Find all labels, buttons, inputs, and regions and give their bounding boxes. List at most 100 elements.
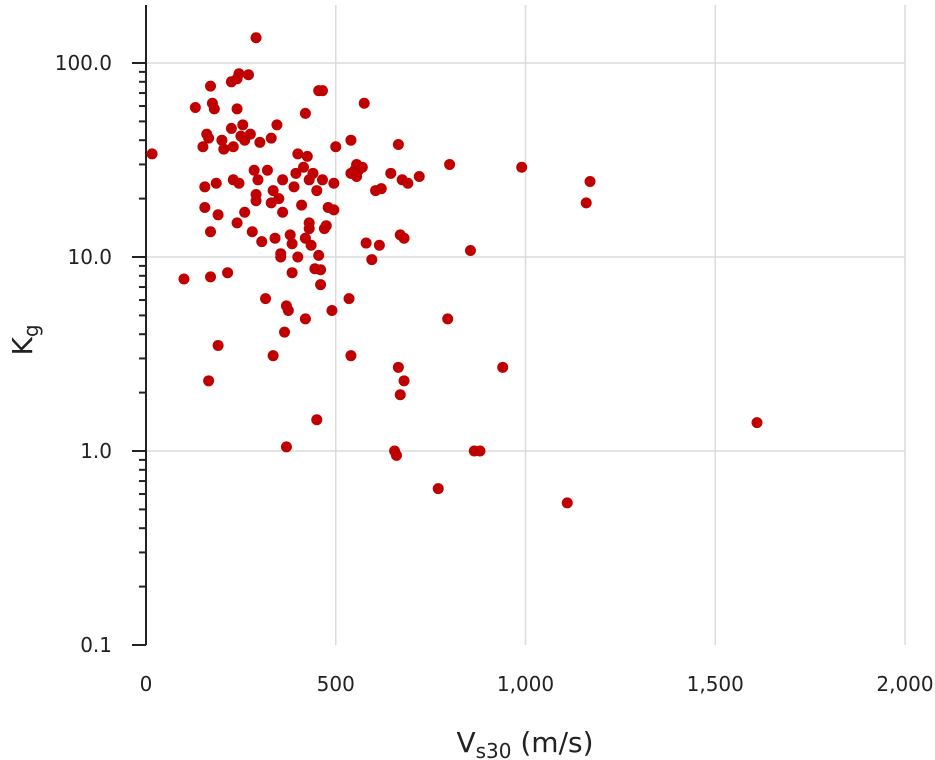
data-point bbox=[398, 375, 410, 387]
data-point bbox=[267, 185, 279, 197]
y-tick-label: 100.0 bbox=[55, 51, 112, 75]
data-point bbox=[356, 161, 368, 173]
data-point bbox=[254, 136, 266, 148]
data-point bbox=[203, 375, 215, 387]
data-point bbox=[442, 313, 454, 325]
data-point bbox=[210, 177, 222, 189]
data-point bbox=[292, 148, 304, 160]
data-point bbox=[233, 177, 245, 189]
data-point bbox=[205, 226, 217, 238]
data-point bbox=[311, 185, 323, 197]
y-tick-label: 1.0 bbox=[80, 439, 112, 463]
data-point bbox=[203, 132, 215, 144]
data-point bbox=[265, 132, 277, 144]
data-point bbox=[315, 264, 327, 276]
data-point bbox=[222, 267, 234, 279]
data-point bbox=[358, 97, 370, 109]
tick-labels: 0 500 1,000 1,500 2,000 0.1 1.0 10.0 100.0 bbox=[55, 51, 934, 696]
data-point bbox=[248, 164, 260, 176]
data-point bbox=[208, 103, 220, 115]
data-point bbox=[751, 417, 763, 429]
data-point bbox=[320, 220, 332, 232]
data-point bbox=[311, 414, 323, 426]
data-point bbox=[197, 141, 209, 153]
y-tick-label: 0.1 bbox=[80, 633, 112, 657]
data-point bbox=[231, 217, 243, 229]
data-point bbox=[296, 199, 308, 211]
data-point bbox=[299, 313, 311, 325]
data-point bbox=[328, 204, 340, 216]
data-point bbox=[216, 134, 228, 146]
x-axis-label: Vs30 (m/s) bbox=[456, 726, 593, 760]
data-point bbox=[301, 150, 313, 162]
data-point bbox=[284, 229, 296, 241]
data-point bbox=[316, 85, 328, 97]
data-point bbox=[218, 143, 230, 155]
data-point bbox=[328, 177, 340, 189]
data-point bbox=[330, 141, 342, 153]
data-point bbox=[290, 167, 302, 179]
data-point bbox=[231, 103, 243, 115]
data-point bbox=[225, 122, 237, 134]
data-point bbox=[292, 251, 304, 263]
data-point bbox=[345, 350, 357, 362]
data-point bbox=[326, 304, 338, 316]
data-point bbox=[260, 293, 272, 305]
data-point bbox=[402, 177, 414, 189]
data-point bbox=[474, 445, 486, 457]
data-point bbox=[239, 206, 251, 218]
data-point bbox=[366, 254, 378, 266]
data-point bbox=[432, 483, 444, 495]
x-tick-label: 500 bbox=[317, 672, 355, 696]
data-point bbox=[392, 139, 404, 151]
data-point bbox=[277, 206, 289, 218]
data-point bbox=[343, 293, 355, 305]
data-point bbox=[261, 164, 273, 176]
data-point bbox=[205, 80, 217, 92]
data-point bbox=[580, 197, 592, 209]
data-point bbox=[199, 201, 211, 213]
data-point bbox=[269, 232, 281, 244]
data-point bbox=[464, 245, 476, 257]
data-point bbox=[256, 236, 268, 248]
data-point bbox=[307, 167, 319, 179]
axes bbox=[132, 5, 147, 646]
data-point bbox=[390, 449, 402, 461]
data-point bbox=[271, 119, 283, 131]
data-point bbox=[398, 232, 410, 244]
data-point bbox=[282, 304, 294, 316]
data-points bbox=[146, 32, 763, 509]
data-point bbox=[146, 148, 158, 160]
data-point bbox=[313, 249, 325, 261]
data-point bbox=[250, 32, 262, 44]
data-point bbox=[280, 441, 292, 453]
data-point bbox=[267, 350, 279, 362]
y-tick-label: 10.0 bbox=[67, 245, 112, 269]
data-point bbox=[444, 158, 456, 170]
data-point bbox=[561, 497, 573, 509]
data-point bbox=[373, 239, 385, 251]
data-point bbox=[212, 339, 224, 351]
x-tick-label: 1,000 bbox=[497, 672, 554, 696]
data-point bbox=[237, 119, 249, 131]
data-point bbox=[497, 361, 509, 373]
data-point bbox=[413, 170, 425, 182]
data-point bbox=[250, 195, 262, 207]
data-point bbox=[227, 141, 239, 153]
data-point bbox=[246, 226, 258, 238]
grid bbox=[146, 5, 906, 645]
data-point bbox=[297, 161, 309, 173]
data-point bbox=[252, 174, 264, 186]
x-tick-label: 0 bbox=[140, 672, 153, 696]
data-point bbox=[516, 161, 528, 173]
data-point bbox=[385, 167, 397, 179]
data-point bbox=[394, 389, 406, 401]
data-point bbox=[345, 134, 357, 146]
data-point bbox=[315, 279, 327, 291]
y-axis-label: Kg bbox=[6, 324, 43, 355]
data-point bbox=[233, 68, 245, 80]
data-point bbox=[189, 101, 201, 113]
data-point bbox=[392, 361, 404, 373]
data-point bbox=[277, 174, 289, 186]
